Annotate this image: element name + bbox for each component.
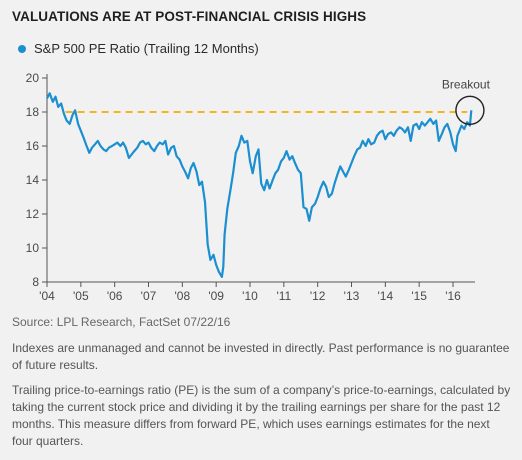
legend-label: S&P 500 PE Ratio (Trailing 12 Months) (34, 41, 259, 56)
x-tick-label: '05 (73, 289, 89, 303)
disclaimer-text: Indexes are unmanaged and cannot be inve… (12, 341, 510, 372)
x-tick-label: '09 (208, 289, 224, 303)
series-layer (46, 92, 473, 278)
y-tick-label: 20 (26, 71, 40, 85)
breakout-circle (455, 95, 485, 125)
x-axis: '04 '05 '06 '07 '08 '09 '10 '11 '12 '13 '14 '15 '16 (39, 281, 475, 303)
y-tick-label: 12 (26, 207, 40, 221)
definition-text: Trailing price-to-earnings ratio (PE) is… (12, 383, 511, 448)
x-tick-label: '14 (378, 289, 394, 303)
x-tick-label: '16 (445, 289, 461, 303)
chart-legend: S&P 500 PE Ratio (Trailing 12 Months) (18, 41, 259, 56)
pe-ratio-line-chart: 8 10 12 14 16 18 20 '04 '05 '06 '07 '08 '09 '10 '11 '1… (26, 71, 491, 303)
x-tick-label: '15 (411, 289, 427, 303)
y-tick-label: 8 (32, 275, 39, 289)
source-note: Source: LPL Research, FactSet 07/22/16 (12, 315, 231, 329)
x-tick-label: '13 (344, 289, 360, 303)
chart-title: VALUATIONS ARE AT POST-FINANCIAL CRISIS … (12, 9, 367, 24)
x-tick-label: '10 (242, 289, 258, 303)
x-tick-label: '12 (310, 289, 326, 303)
x-tick-label: '11 (276, 289, 291, 303)
x-tick-label: '06 (107, 289, 123, 303)
y-tick-label: 18 (26, 105, 40, 119)
legend-dot-icon (18, 44, 26, 53)
y-tick-label: 10 (26, 241, 40, 255)
x-tick-label: '04 (39, 289, 55, 303)
y-tick-label: 14 (26, 173, 40, 187)
x-tick-label: '07 (141, 289, 157, 303)
x-tick-label: '08 (175, 289, 191, 303)
series-line-pe-ratio (46, 92, 473, 278)
breakout-label: Breakout (442, 77, 491, 91)
y-axis: 8 10 12 14 16 18 20 (26, 71, 48, 289)
y-tick-label: 16 (26, 139, 40, 153)
annotation-layer: Breakout (442, 77, 491, 125)
